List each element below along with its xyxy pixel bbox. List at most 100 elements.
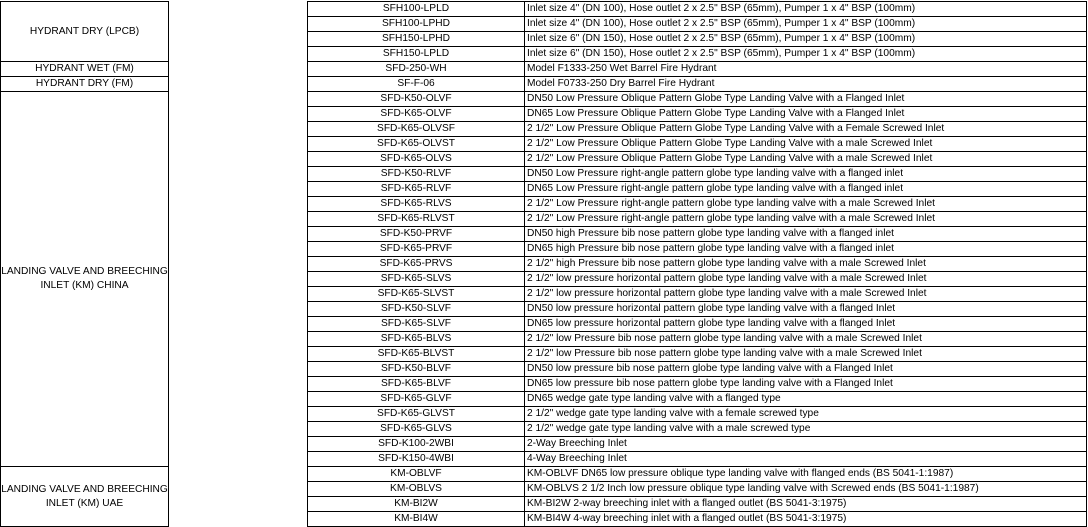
description-cell: DN50 Low Pressure right-angle pattern gl…: [524, 166, 1087, 182]
description-cell: DN65 high Pressure bib nose pattern glob…: [524, 241, 1087, 257]
model-code-cell: SFD-K65-BLVST: [307, 346, 525, 362]
table-row: SFD-K65-RLVF DN65 Low Pressure right-angl…: [1, 181, 1087, 197]
table-row: SFD-K65-OLVSF 2 1/2" Low Pressure Oblique…: [1, 121, 1087, 137]
category-cell: HYDRANT WET (FM): [0, 61, 169, 77]
model-code-cell: SFD-250-WH: [307, 61, 525, 77]
table-row: SFD-K65-SLVF DN65 low pressure horizontal…: [1, 316, 1087, 332]
model-code-cell: SFH150-LPHD: [307, 31, 525, 47]
description-cell: Inlet size 6" (DN 150), Hose outlet 2 x …: [524, 31, 1087, 47]
model-code-cell: SFD-K65-SLVST: [307, 286, 525, 302]
model-code-cell: SFH100-LPHD: [307, 16, 525, 32]
model-code-cell: SFD-K50-SLVF: [307, 301, 525, 317]
model-code-cell: SFD-K65-OLVSF: [307, 121, 525, 137]
model-code-cell: SFD-K65-RLVST: [307, 211, 525, 227]
description-cell: DN50 low pressure horizontal pattern glo…: [524, 301, 1087, 317]
description-cell: 4-Way Breeching Inlet: [524, 451, 1087, 467]
category-cell: HYDRANT DRY (LPCB): [0, 1, 169, 62]
empty-column: [169, 62, 308, 77]
description-cell: Inlet size 6" (DN 150), Hose outlet 2 x …: [524, 46, 1087, 62]
description-cell: 2 1/2" wedge gate type landing valve wit…: [524, 421, 1087, 437]
description-cell: Inlet size 4" (DN 100), Hose outlet 2 x …: [524, 16, 1087, 32]
description-cell: 2 1/2" Low Pressure right-angle pattern …: [524, 211, 1087, 227]
description-cell: DN50 Low Pressure Oblique Pattern Globe …: [524, 91, 1087, 107]
table-row: SFD-K65-OLVST 2 1/2" Low Pressure Oblique…: [1, 136, 1087, 152]
description-cell: 2 1/2" low pressure horizontal pattern g…: [524, 286, 1087, 302]
model-code-cell: SFD-K65-PRVF: [307, 241, 525, 257]
description-cell: 2 1/2" Low Pressure Oblique Pattern Glob…: [524, 136, 1087, 152]
table-row: KM-BI4W KM-BI4W 4-way breeching inlet wit…: [1, 511, 1087, 527]
model-code-cell: SF-F-06: [307, 76, 525, 92]
description-cell: DN50 low pressure bib nose pattern globe…: [524, 361, 1087, 377]
model-code-cell: SFD-K50-BLVF: [307, 361, 525, 377]
description-cell: DN65 Low Pressure right-angle pattern gl…: [524, 181, 1087, 197]
model-code-cell: KM-OBLVS: [307, 481, 525, 497]
model-code-cell: KM-BI4W: [307, 511, 525, 527]
description-cell: KM-OBLVS 2 1/2 Inch low pressure oblique…: [524, 481, 1087, 497]
description-cell: KM-BI4W 4-way breeching inlet with a fla…: [524, 511, 1087, 527]
table-row: HYDRANT DRY (FM) SF-F-06 Model F0733-250 D…: [0, 76, 1087, 92]
description-cell: 2 1/2" Low Pressure Oblique Pattern Glob…: [524, 151, 1087, 167]
model-code-cell: SFD-K65-GLVST: [307, 406, 525, 422]
table-row: SFH100-LPHD Inlet size 4" (DN 100), Hose …: [1, 16, 1087, 32]
description-cell: KM-BI2W 2-way breeching inlet with a fla…: [524, 496, 1087, 512]
table-row: SFD-K65-BLVS 2 1/2" low Pressure bib nose…: [1, 331, 1087, 347]
model-code-cell: SFD-K65-GLVF: [307, 391, 525, 407]
description-cell: Model F1333-250 Wet Barrel Fire Hydrant: [524, 61, 1087, 77]
model-code-cell: SFD-K65-OLVF: [307, 106, 525, 122]
model-code-cell: SFD-K65-OLVS: [307, 151, 525, 167]
description-cell: DN65 low pressure horizontal pattern glo…: [524, 316, 1087, 332]
model-code-cell: SFD-K65-RLVS: [307, 196, 525, 212]
table-row: SFD-K50-PRVF DN50 high Pressure bib nose …: [1, 226, 1087, 242]
model-code-cell: SFD-K65-BLVS: [307, 331, 525, 347]
model-code-cell: SFD-K65-PRVS: [307, 256, 525, 272]
model-code-cell: SFD-K150-4WBI: [307, 451, 525, 467]
description-cell: 2 1/2" Low Pressure Oblique Pattern Glob…: [524, 121, 1087, 137]
category-cell: LANDING VALVE AND BREECHING INLET (KM) C…: [0, 91, 169, 467]
description-cell: DN50 high Pressure bib nose pattern glob…: [524, 226, 1087, 242]
model-code-cell: SFH100-LPLD: [307, 1, 525, 17]
model-code-cell: SFD-K65-SLVF: [307, 316, 525, 332]
description-cell: DN65 low pressure bib nose pattern globe…: [524, 376, 1087, 392]
description-cell: 2 1/2" low pressure horizontal pattern g…: [524, 271, 1087, 287]
table-row: SFD-K65-OLVF DN65 Low Pressure Oblique Pa…: [1, 106, 1087, 122]
description-cell: 2-Way Breeching Inlet: [524, 436, 1087, 452]
model-code-cell: SFD-K50-OLVF: [307, 91, 525, 107]
model-code-cell: KM-BI2W: [307, 496, 525, 512]
description-cell: 2 1/2" low Pressure bib nose pattern glo…: [524, 331, 1087, 347]
category-cell: LANDING VALVE AND BREECHING INLET (KM) U…: [0, 466, 169, 527]
description-cell: 2 1/2" low Pressure bib nose pattern glo…: [524, 346, 1087, 362]
description-cell: 2 1/2" wedge gate type landing valve wit…: [524, 406, 1087, 422]
model-code-cell: SFH150-LPLD: [307, 46, 525, 62]
description-cell: DN65 wedge gate type landing valve with …: [524, 391, 1087, 407]
model-code-cell: SFD-K65-OLVST: [307, 136, 525, 152]
description-cell: 2 1/2" high Pressure bib nose pattern gl…: [524, 256, 1087, 272]
table-row: SFD-K65-GLVF DN65 wedge gate type landing…: [1, 391, 1087, 407]
model-code-cell: SFD-K65-SLVS: [307, 271, 525, 287]
table-row: HYDRANT WET (FM) SFD-250-WH Model F1333-25…: [0, 61, 1087, 77]
category-cell: HYDRANT DRY (FM): [0, 76, 169, 92]
table-row: SFD-K65-BLVST 2 1/2" low Pressure bib nos…: [1, 346, 1087, 362]
description-cell: Inlet size 4" (DN 100), Hose outlet 2 x …: [524, 1, 1087, 17]
model-code-cell: SFD-K50-PRVF: [307, 226, 525, 242]
description-cell: Model F0733-250 Dry Barrel Fire Hydrant: [524, 76, 1087, 92]
model-code-cell: SFD-K100-2WBI: [307, 436, 525, 452]
table-row: SFD-K65-RLVST 2 1/2" Low Pressure right-a…: [1, 211, 1087, 227]
table-row: SFD-K50-RLVF DN50 Low Pressure right-angl…: [1, 166, 1087, 182]
table-row: HYDRANT DRY (LPCB) SFH100-LPLD Inlet size …: [0, 1, 1087, 62]
empty-column: [169, 77, 308, 92]
table-row: SFH150-LPHD Inlet size 6" (DN 150), Hose …: [1, 31, 1087, 47]
description-cell: 2 1/2" Low Pressure right-angle pattern …: [524, 196, 1087, 212]
empty-column: [169, 92, 308, 467]
model-code-cell: SFD-K65-RLVF: [307, 181, 525, 197]
model-code-cell: SFD-K65-GLVS: [307, 421, 525, 437]
table-row: SFD-K50-SLVF DN50 low pressure horizontal…: [1, 301, 1087, 317]
table-row: LANDING VALVE AND BREECHING INLET (KM) U…: [0, 466, 1087, 527]
empty-column: [169, 467, 308, 527]
table-row: SFD-K65-GLVS 2 1/2" wedge gate type landi…: [1, 421, 1087, 437]
model-code-cell: SFD-K50-RLVF: [307, 166, 525, 182]
description-cell: KM-OBLVF DN65 low pressure oblique type …: [524, 466, 1087, 482]
table-row: LANDING VALVE AND BREECHING INLET (KM) C…: [0, 91, 1087, 467]
model-code-cell: KM-OBLVF: [307, 466, 525, 482]
empty-column: [169, 2, 308, 62]
